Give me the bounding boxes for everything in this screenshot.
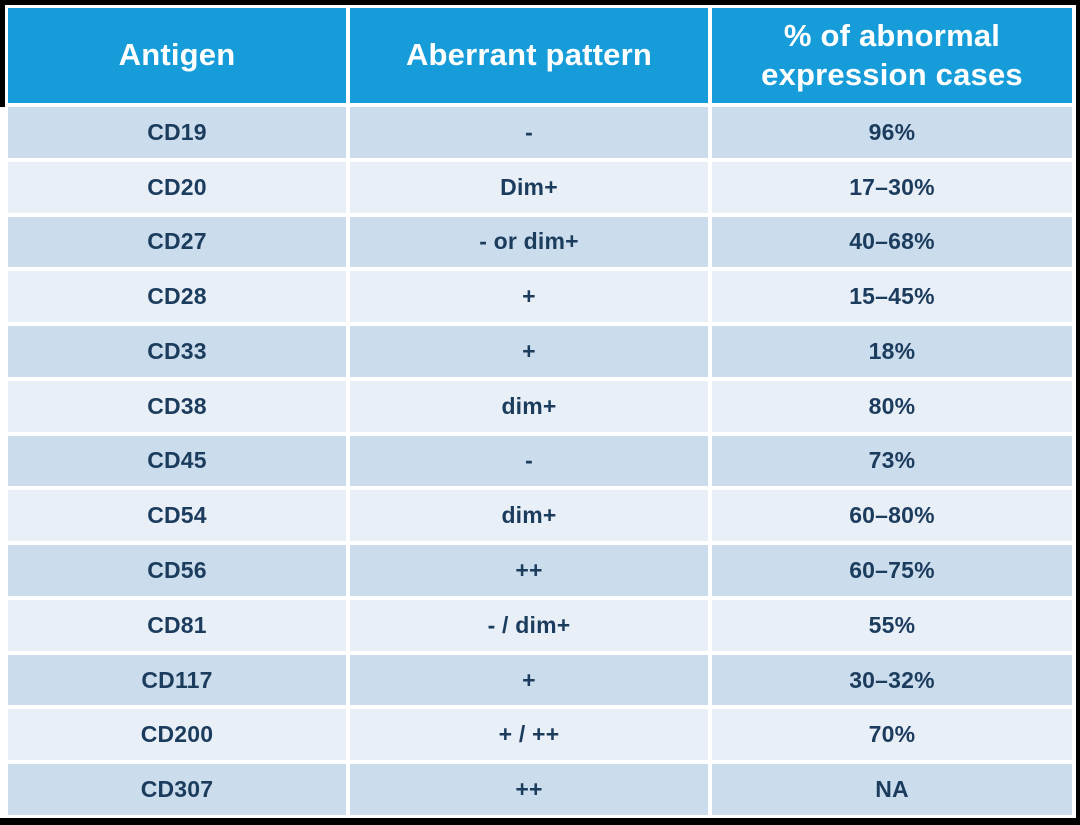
antigen-cell: CD81 (8, 599, 346, 651)
frame-border-left (0, 0, 5, 107)
antigen-cell: CD56 (8, 545, 346, 596)
antigen-cell: CD33 (8, 326, 346, 377)
antigen-cell: CD54 (8, 490, 346, 542)
percent-cell: 17–30% (712, 161, 1072, 213)
antigen-cell: CD200 (8, 709, 346, 761)
percent-cell: 55% (712, 599, 1072, 651)
pattern-cell: dim+ (350, 380, 708, 432)
pattern-cell: dim+ (350, 490, 708, 542)
percent-cell: 15–45% (712, 271, 1072, 323)
antigen-cell: CD38 (8, 380, 346, 432)
frame-border-top (0, 0, 1080, 5)
percent-cell: 30–32% (712, 654, 1072, 706)
antigen-cell: CD19 (8, 107, 346, 158)
pattern-cell: + (350, 654, 708, 706)
pattern-cell: - (350, 435, 708, 487)
percent-cell: 96% (712, 107, 1072, 158)
antigen-cell: CD307 (8, 764, 346, 815)
pattern-cell: - / dim+ (350, 599, 708, 651)
antigen-cell: CD28 (8, 271, 346, 323)
percent-cell: NA (712, 764, 1072, 815)
pattern-cell: + (350, 271, 708, 323)
pattern-cell: - or dim+ (350, 216, 708, 268)
pattern-cell: - (350, 107, 708, 158)
antigen-cell: CD117 (8, 654, 346, 706)
percent-cell: 60–75% (712, 545, 1072, 596)
frame-border-bottom (0, 818, 1080, 825)
frame-border-right (1076, 0, 1080, 825)
antigen-cell: CD20 (8, 161, 346, 213)
column-header-antigen: Antigen (8, 8, 346, 103)
percent-cell: 80% (712, 380, 1072, 432)
antigen-table: Antigen Aberrant pattern % of abnormal e… (5, 5, 1075, 818)
column-header-percent-abnormal: % of abnormal expression cases (712, 8, 1072, 103)
percent-cell: 40–68% (712, 216, 1072, 268)
pattern-cell: + / ++ (350, 709, 708, 761)
antigen-cell: CD27 (8, 216, 346, 268)
pattern-cell: ++ (350, 764, 708, 815)
percent-cell: 18% (712, 326, 1072, 377)
pattern-cell: + (350, 326, 708, 377)
percent-cell: 70% (712, 709, 1072, 761)
column-header-aberrant-pattern: Aberrant pattern (350, 8, 708, 103)
pattern-cell: ++ (350, 545, 708, 596)
antigen-cell: CD45 (8, 435, 346, 487)
percent-cell: 73% (712, 435, 1072, 487)
pattern-cell: Dim+ (350, 161, 708, 213)
percent-cell: 60–80% (712, 490, 1072, 542)
